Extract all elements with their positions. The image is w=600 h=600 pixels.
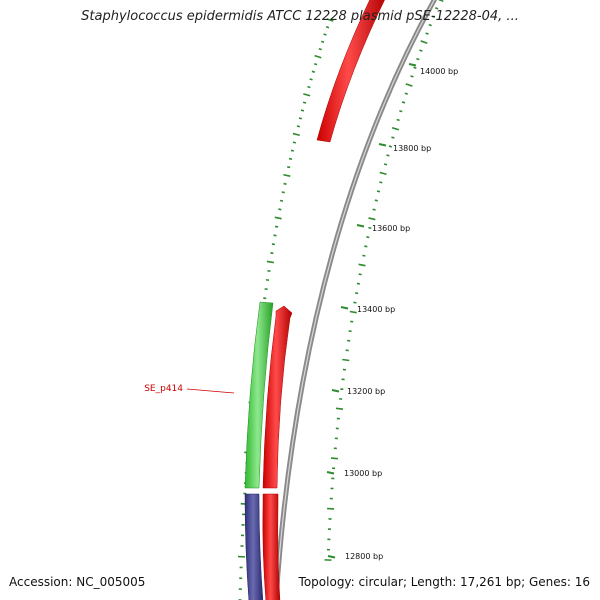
outer-ring-tick bbox=[283, 173, 291, 177]
scale-tick-label: 13000 bp bbox=[344, 469, 382, 478]
inner-ring-tick bbox=[404, 92, 408, 95]
outer-ring-tick bbox=[303, 93, 311, 97]
outer-ring-tick bbox=[302, 101, 307, 104]
outer-ring-tick bbox=[296, 125, 300, 128]
inner-ring-tick bbox=[416, 57, 420, 61]
scale-tick-label: 13200 bp bbox=[347, 387, 385, 396]
outer-ring-tick bbox=[288, 157, 293, 160]
outer-ring-tick bbox=[326, 18, 334, 22]
outer-ring-tick bbox=[320, 40, 325, 44]
gene-feature-blue bbox=[244, 493, 264, 600]
outer-ring-tick bbox=[325, 25, 330, 29]
inner-ring-tick bbox=[396, 118, 400, 122]
inner-ring-tick bbox=[353, 301, 357, 304]
inner-ring-tick bbox=[419, 49, 423, 52]
inner-ring-tick bbox=[364, 245, 368, 248]
inner-ring-tick bbox=[349, 310, 357, 314]
inner-ring-tick bbox=[405, 83, 413, 87]
inner-ring-tick bbox=[368, 226, 372, 230]
gene-feature-red-lower bbox=[262, 493, 281, 600]
inner-ring-tick bbox=[431, 15, 436, 19]
inner-ring-tick bbox=[379, 181, 383, 184]
scale-major-tick bbox=[356, 224, 365, 228]
outer-ring-tick bbox=[314, 54, 322, 59]
inner-ring-tick bbox=[425, 32, 429, 35]
accession-text: Accession: NC_005005 bbox=[9, 575, 146, 589]
inner-ring-tick bbox=[335, 407, 344, 410]
outer-ring-tick bbox=[313, 62, 318, 66]
outer-ring-tick bbox=[323, 33, 327, 36]
inner-ring-tick bbox=[413, 66, 417, 69]
inner-ring-tick bbox=[383, 163, 388, 166]
scale-major-tick bbox=[326, 471, 335, 475]
inner-ring-tick bbox=[410, 75, 414, 78]
inner-tick-ring bbox=[324, 0, 444, 561]
inner-ring-tick bbox=[330, 457, 339, 460]
inner-ring-tick bbox=[420, 40, 428, 45]
scale-major-tick bbox=[340, 306, 349, 310]
inner-ring-tick bbox=[376, 190, 381, 193]
outer-ring-tick bbox=[309, 78, 313, 81]
outer-ring-tick bbox=[270, 252, 274, 255]
outer-ring-tick bbox=[300, 109, 305, 112]
outer-ring-tick bbox=[274, 216, 282, 220]
inner-ring-tick bbox=[366, 236, 370, 239]
outer-ring-tick bbox=[271, 243, 276, 246]
scale-tick-label: 14000 bp bbox=[420, 67, 458, 76]
inner-ring-tick bbox=[358, 273, 362, 276]
scale-tick-label: 13800 bp bbox=[393, 144, 431, 153]
inner-ring-tick bbox=[355, 292, 359, 295]
inner-ring-tick bbox=[401, 101, 406, 104]
scale-major-tick bbox=[327, 555, 336, 559]
gene-callout-line bbox=[186, 388, 235, 394]
outer-ring-tick bbox=[266, 260, 274, 264]
outer-ring-tick bbox=[318, 48, 322, 51]
outer-ring-tick bbox=[278, 208, 282, 211]
outer-ring-tick bbox=[274, 225, 279, 228]
gene-feature-top-red bbox=[316, 0, 385, 143]
inner-ring-tick bbox=[391, 136, 395, 139]
scale-tick-label: 13600 bp bbox=[372, 224, 410, 233]
inner-ring-tick bbox=[342, 358, 350, 362]
map-title: Staphylococcus epidermidis ATCC 12228 pl… bbox=[81, 9, 519, 24]
outer-ring-tick bbox=[281, 191, 285, 194]
inner-ring-tick bbox=[435, 7, 439, 10]
outer-ring-tick bbox=[292, 132, 300, 137]
outer-ring-tick bbox=[279, 199, 284, 202]
scale-tick-label: 12800 bp bbox=[345, 552, 383, 561]
gene-callout-label[interactable]: SE_p414 bbox=[144, 384, 183, 394]
outer-ring-tick bbox=[292, 141, 297, 144]
scale-labels: 14000 bp 13800 bp 13600 bp 13400 bp 13200 bp… bbox=[326, 63, 458, 561]
gene-feature-red-arrow bbox=[262, 305, 293, 489]
inner-ring-tick bbox=[372, 208, 376, 211]
summary-text: Topology: circular; Length: 17,261 bp; G… bbox=[298, 575, 590, 589]
inner-ring-tick bbox=[391, 126, 400, 131]
inner-ring-tick bbox=[368, 217, 376, 221]
outer-ring-tick bbox=[307, 85, 311, 89]
plasmid-backbone bbox=[273, 0, 438, 600]
outer-ring-tick bbox=[290, 149, 295, 152]
inner-ring-tick bbox=[386, 154, 390, 157]
outer-ring-tick bbox=[287, 166, 291, 169]
scale-tick-label: 13400 bp bbox=[357, 305, 395, 314]
gene-feature-green bbox=[244, 301, 274, 489]
inner-ring-tick bbox=[437, 0, 444, 3]
inner-ring-tick bbox=[428, 23, 432, 27]
inner-ring-tick bbox=[379, 171, 387, 175]
inner-ring-tick bbox=[388, 145, 393, 148]
scale-major-tick bbox=[378, 143, 387, 147]
outer-ring-tick bbox=[283, 182, 287, 185]
inner-ring-tick bbox=[362, 254, 366, 257]
outer-ring-tick bbox=[311, 70, 316, 73]
inner-ring-tick bbox=[356, 282, 360, 285]
outer-ring-tick bbox=[273, 234, 277, 237]
scale-major-tick bbox=[408, 63, 417, 67]
outer-ring-tick bbox=[298, 117, 303, 120]
inner-ring-tick bbox=[358, 263, 366, 267]
scale-major-tick bbox=[331, 389, 340, 393]
inner-ring-tick bbox=[374, 199, 378, 202]
plasmid-backbone-highlight bbox=[275, 0, 435, 600]
inner-ring-tick bbox=[399, 109, 403, 113]
